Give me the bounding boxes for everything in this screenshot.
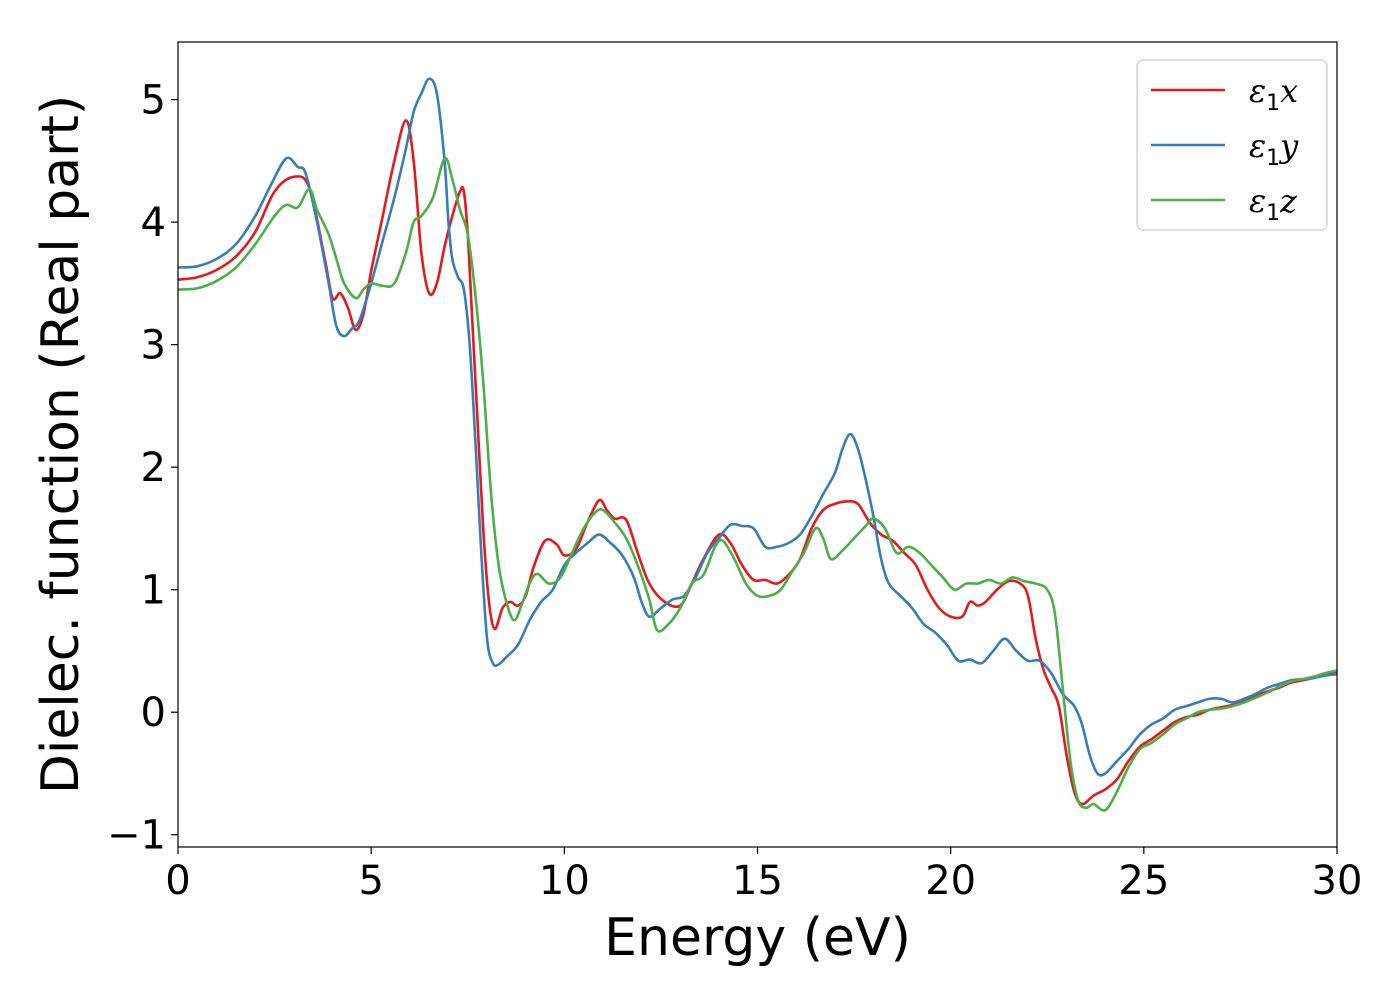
series-line-y — [177, 77, 1338, 777]
y-tick-label: 1 — [141, 568, 166, 614]
y-tick-label: 0 — [141, 690, 166, 736]
series-line-z — [177, 156, 1338, 812]
y-tick-label: 2 — [141, 445, 166, 491]
y-tick-label: 3 — [141, 323, 166, 369]
y-tick-label: 4 — [141, 200, 166, 246]
x-tick-label: 25 — [1118, 858, 1169, 904]
legend-label-x: ε1x — [1249, 72, 1298, 116]
y-axis-ticks: −1 0 1 2 3 4 5 — [107, 78, 178, 859]
x-tick-label: 10 — [539, 858, 590, 904]
x-tick-label: 5 — [358, 858, 383, 904]
series-line-x — [177, 119, 1338, 806]
x-tick-label: 15 — [732, 858, 783, 904]
x-tick-label: 0 — [165, 858, 190, 904]
legend-label-y: ε1y — [1249, 127, 1299, 171]
series-lines — [177, 77, 1338, 812]
legend-box — [1136, 59, 1328, 231]
x-axis-ticks: 0 5 10 15 20 25 30 — [165, 847, 1362, 904]
x-tick-label: 30 — [1312, 858, 1363, 904]
y-tick-label: 5 — [141, 78, 166, 124]
x-tick-label: 20 — [925, 858, 976, 904]
x-axis-label: Energy (eV) — [604, 908, 911, 968]
y-axis-label: Dielec. function (Real part) — [31, 95, 91, 794]
legend-label-z: ε1z — [1249, 182, 1298, 226]
y-tick-label: −1 — [107, 813, 166, 859]
legend: ε1x ε1y ε1z — [1136, 59, 1328, 231]
plot-area-frame — [177, 41, 1338, 848]
